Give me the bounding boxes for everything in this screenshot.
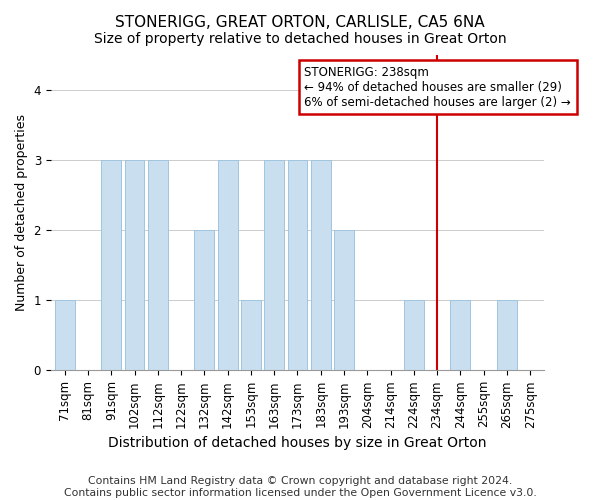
X-axis label: Distribution of detached houses by size in Great Orton: Distribution of detached houses by size … — [108, 436, 487, 450]
Bar — [265, 160, 284, 370]
Bar — [497, 300, 517, 370]
Bar — [287, 160, 307, 370]
Bar — [241, 300, 261, 370]
Bar — [125, 160, 145, 370]
Bar — [451, 300, 470, 370]
Bar — [55, 300, 74, 370]
Y-axis label: Number of detached properties: Number of detached properties — [15, 114, 28, 311]
Text: Size of property relative to detached houses in Great Orton: Size of property relative to detached ho… — [94, 32, 506, 46]
Bar — [148, 160, 168, 370]
Bar — [334, 230, 354, 370]
Text: Contains HM Land Registry data © Crown copyright and database right 2024.
Contai: Contains HM Land Registry data © Crown c… — [64, 476, 536, 498]
Text: STONERIGG: 238sqm
← 94% of detached houses are smaller (29)
6% of semi-detached : STONERIGG: 238sqm ← 94% of detached hous… — [304, 66, 571, 108]
Bar — [404, 300, 424, 370]
Bar — [311, 160, 331, 370]
Bar — [101, 160, 121, 370]
Bar — [194, 230, 214, 370]
Text: STONERIGG, GREAT ORTON, CARLISLE, CA5 6NA: STONERIGG, GREAT ORTON, CARLISLE, CA5 6N… — [115, 15, 485, 30]
Bar — [218, 160, 238, 370]
